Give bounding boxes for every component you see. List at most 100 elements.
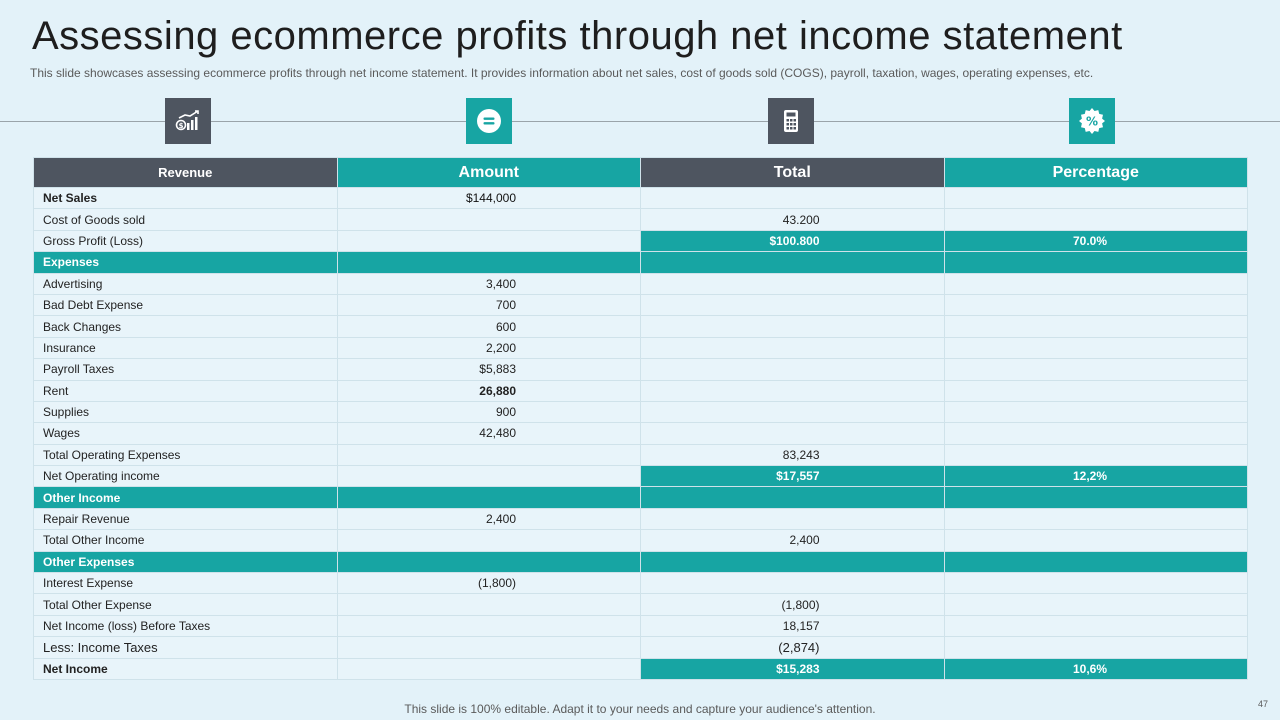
cell-percentage — [943, 315, 1248, 338]
cell-total — [640, 186, 945, 210]
cell-amount: 600 — [336, 315, 641, 338]
cell-percentage — [943, 379, 1248, 402]
cell-amount: $144,000 — [336, 186, 641, 210]
cell-amount: 3,400 — [336, 272, 641, 295]
table-row: Net Operating income $17,557 12,2% — [33, 465, 1248, 488]
cell-label: Rent — [33, 379, 338, 402]
cell-label: Net Income (loss) Before Taxes — [33, 614, 338, 638]
table-row: Interest Expense (1,800) — [33, 572, 1248, 595]
income-statement-table: Revenue Amount Total Percentage Net Sale… — [33, 157, 1248, 680]
cell-percentage — [943, 358, 1248, 381]
cell-total — [640, 293, 945, 317]
slide-subtitle: This slide showcases assessing ecommerce… — [30, 66, 1094, 80]
cell-label: Cost of Goods sold — [33, 208, 338, 231]
section-row: Other Expenses — [33, 550, 1248, 574]
cell-total — [640, 486, 945, 509]
cell-percentage — [943, 186, 1248, 210]
cell-total — [640, 550, 945, 574]
cell-total: 18,157 — [640, 614, 945, 638]
cell-total: 2,400 — [640, 529, 945, 552]
cell-amount — [336, 614, 641, 638]
cell-label: Net Operating income — [33, 465, 338, 488]
cell-total — [640, 272, 945, 295]
cell-amount: 900 — [336, 400, 641, 424]
table-row: Insurance 2,200 — [33, 336, 1248, 360]
table-body: Net Sales $144,000 Cost of Goods sold 43.20… — [33, 186, 1248, 680]
cell-total: $17,557 — [640, 465, 945, 488]
slide-title: Assessing ecommerce profits through net … — [32, 14, 1123, 58]
table-row: Net Income (loss) Before Taxes 18,157 — [33, 614, 1248, 638]
cell-percentage: 12,2% — [943, 465, 1248, 488]
cell-percentage — [943, 422, 1248, 445]
cell-percentage — [943, 443, 1248, 467]
table-row: Net Income $15,283 10,6% — [33, 657, 1248, 680]
cell-label: Net Income — [33, 657, 338, 680]
header-revenue: Revenue — [33, 157, 338, 188]
svg-text:$: $ — [179, 122, 184, 130]
cell-percentage — [943, 208, 1248, 231]
cell-total: 83,243 — [640, 443, 945, 467]
cell-percentage — [943, 550, 1248, 574]
table-row: Bad Debt Expense 700 — [33, 293, 1248, 317]
cell-percentage — [943, 251, 1248, 274]
cell-percentage — [943, 593, 1248, 616]
header-total: Total — [640, 157, 945, 188]
cell-total: $100.800 — [640, 229, 945, 253]
cell-label: Insurance — [33, 336, 338, 360]
table-row: Advertising 3,400 — [33, 272, 1248, 295]
cell-total — [640, 315, 945, 338]
cell-amount — [336, 529, 641, 552]
cell-total — [640, 400, 945, 424]
table-row: Supplies 900 — [33, 400, 1248, 424]
cell-total — [640, 358, 945, 381]
cell-amount — [336, 251, 641, 274]
cell-label: Advertising — [33, 272, 338, 295]
cell-label: Expenses — [33, 251, 338, 274]
cell-percentage — [943, 572, 1248, 595]
cell-percentage — [943, 507, 1248, 531]
table-row: Cost of Goods sold 43.200 — [33, 208, 1248, 231]
cell-label: Repair Revenue — [33, 507, 338, 531]
cell-percentage — [943, 486, 1248, 509]
cell-label: Bad Debt Expense — [33, 293, 338, 317]
table-row: Back Changes 600 — [33, 315, 1248, 338]
cell-total — [640, 507, 945, 531]
cell-label: Total Operating Expenses — [33, 443, 338, 467]
cell-amount: 42,480 — [336, 422, 641, 445]
header-divider — [0, 121, 1280, 122]
cell-label: Other Expenses — [33, 550, 338, 574]
cell-amount: 26,880 — [336, 379, 641, 402]
cell-label: Wages — [33, 422, 338, 445]
cell-label: Total Other Expense — [33, 593, 338, 616]
page-number: 47 — [1257, 699, 1268, 709]
table-row: Total Operating Expenses 83,243 — [33, 443, 1248, 467]
cell-percentage — [943, 614, 1248, 638]
cell-label: Net Sales — [33, 186, 338, 210]
cell-label: Gross Profit (Loss) — [33, 229, 338, 253]
cell-amount: 2,200 — [336, 336, 641, 360]
svg-text:%: % — [1086, 115, 1098, 129]
cell-total — [640, 422, 945, 445]
cell-percentage — [943, 529, 1248, 552]
cell-label: Back Changes — [33, 315, 338, 338]
table-header-row: Revenue Amount Total Percentage — [33, 157, 1248, 188]
table-row: Gross Profit (Loss) $100.800 70.0% — [33, 229, 1248, 253]
cell-total — [640, 379, 945, 402]
cell-label: Supplies — [33, 400, 338, 424]
cell-percentage — [943, 636, 1248, 659]
cell-total — [640, 572, 945, 595]
calculator-icon — [768, 98, 814, 144]
cell-amount: (1,800) — [336, 572, 641, 595]
table-row: Repair Revenue 2,400 — [33, 507, 1248, 531]
cell-percentage — [943, 272, 1248, 295]
cell-amount — [336, 465, 641, 488]
cell-total: (2,874) — [640, 636, 945, 659]
table-row: Payroll Taxes $5,883 — [33, 358, 1248, 381]
cell-amount — [336, 657, 641, 680]
cell-percentage — [943, 400, 1248, 424]
cell-total — [640, 251, 945, 274]
cell-amount — [336, 229, 641, 253]
table-row: Less: Income Taxes (2,874) — [33, 636, 1248, 659]
table-row: Wages 42,480 — [33, 422, 1248, 445]
cell-percentage — [943, 293, 1248, 317]
